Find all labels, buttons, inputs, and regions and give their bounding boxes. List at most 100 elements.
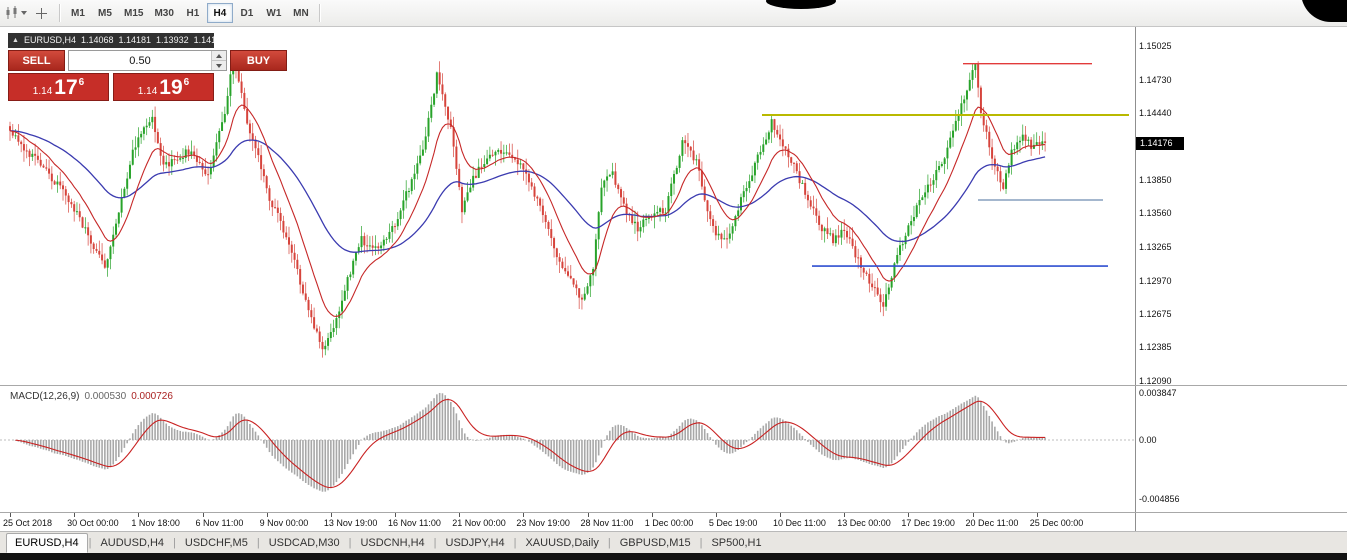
symbol-tab-usdchf-m5[interactable]: USDCHF,M5 — [184, 536, 248, 549]
timeframe-button-h1[interactable]: H1 — [180, 3, 206, 23]
symbol-tab-usdjpy-h4[interactable]: USDJPY,H4 — [445, 536, 505, 549]
time-axis-tick — [330, 513, 332, 517]
timeframe-button-w1[interactable]: W1 — [261, 3, 287, 23]
toolbar-separator — [59, 4, 60, 22]
price-axis-label: 1.12385 — [1139, 342, 1172, 353]
symbol-tab-audusd-h4[interactable]: AUDUSD,H4 — [100, 536, 165, 549]
quote-close: 1.14176 — [193, 35, 214, 45]
volume-stepper — [68, 50, 227, 71]
bid-price-prefix: 1.14 — [32, 86, 53, 97]
time-axis-label: 1 Nov 18:00 — [131, 518, 180, 528]
symbol-tab-sp500-h1[interactable]: SP500,H1 — [711, 536, 762, 549]
chart-tabs-list: EURUSD,H4 | AUDUSD,H4 | USDCHF,M5 | USDCAD,M30… — [6, 532, 770, 553]
quote-symbol: EURUSD,H4 — [23, 35, 76, 45]
bid-ask-row: 1.14 17 6 1.14 19 6 — [8, 73, 214, 101]
tab-separator: | — [348, 536, 352, 549]
macd-axis-label-top: 0.003847 — [1139, 388, 1177, 398]
bid-price-box[interactable]: 1.14 17 6 — [8, 73, 109, 101]
macd-indicator-chart[interactable] — [0, 386, 1135, 512]
timeframe-button-group: M1 M5 M15 M30 H1 H4 D1 W1 MN — [65, 3, 314, 23]
collapse-triangle-icon[interactable]: ▲ — [12, 37, 19, 44]
time-axis-tick — [459, 513, 461, 517]
time-axis-label: 21 Nov 00:00 — [452, 518, 506, 528]
time-axis-tick — [74, 513, 76, 517]
volume-input[interactable] — [69, 51, 211, 70]
tab-separator: | — [699, 536, 703, 549]
volume-up-button[interactable] — [212, 51, 226, 61]
ask-price-frac: 6 — [183, 77, 190, 88]
quote-header[interactable]: ▲ EURUSD,H4 1.14068 1.14181 1.13932 1.14… — [8, 33, 214, 48]
symbol-tab-xauusd-daily[interactable]: XAUUSD,Daily — [525, 536, 599, 549]
time-axis-tick — [972, 513, 974, 517]
dropdown-caret-icon — [21, 11, 27, 15]
time-axis-tick — [266, 513, 268, 517]
timeframe-button-mn[interactable]: MN — [288, 3, 314, 23]
time-axis-label: 25 Oct 2018 — [3, 518, 53, 528]
macd-label: MACD(12,26,9) 0.000530 0.000726 — [10, 391, 173, 402]
price-axis-label: 1.13850 — [1139, 175, 1172, 186]
macd-main-value: 0.000530 — [84, 391, 127, 402]
symbol-tab-usdcnh-h4[interactable]: USDCNH,H4 — [360, 536, 425, 549]
buy-button[interactable]: BUY — [230, 50, 287, 71]
time-axis-tick — [780, 513, 782, 517]
price-axis-separator — [1135, 27, 1136, 531]
tab-separator: | — [513, 536, 517, 549]
time-axis-tick — [908, 513, 910, 517]
time-axis-tick — [138, 513, 140, 517]
toolbar-separator — [318, 4, 320, 22]
pane-splitter[interactable] — [0, 385, 1347, 386]
ask-price-pips: 19 — [159, 76, 183, 99]
timeframe-button-m5[interactable]: M5 — [92, 3, 118, 23]
quote-high: 1.14181 — [118, 35, 152, 45]
price-axis-label: 1.12970 — [1139, 275, 1172, 286]
time-axis-tick — [1036, 513, 1038, 517]
price-axis-label: 1.14730 — [1139, 74, 1172, 85]
price-axis-label: 1.13560 — [1139, 208, 1172, 219]
timeframe-button-m30[interactable]: M30 — [149, 3, 178, 23]
time-axis-tick — [202, 513, 204, 517]
timeframe-button-m1[interactable]: M1 — [65, 3, 91, 23]
sell-button[interactable]: SELL — [8, 50, 65, 71]
screen-artifact-top-center — [766, 0, 836, 9]
ask-price-box[interactable]: 1.14 19 6 — [113, 73, 214, 101]
time-axis-label: 10 Dec 11:00 — [773, 518, 826, 528]
bid-price-pips: 17 — [54, 76, 78, 99]
time-axis-label: 5 Dec 19:00 — [708, 518, 758, 528]
arrow-down-icon — [216, 63, 222, 68]
time-axis-label: 13 Dec 00:00 — [837, 518, 891, 528]
order-buttons-row: SELL BUY — [8, 50, 287, 71]
timeframe-button-h4[interactable]: H4 — [206, 3, 233, 23]
price-axis-label: 1.15025 — [1139, 41, 1172, 51]
window-bottom-edge — [0, 553, 1347, 560]
price-chart[interactable] — [0, 27, 1135, 385]
volume-down-button[interactable] — [212, 61, 226, 70]
time-axis-label: 17 Dec 19:00 — [901, 518, 955, 528]
price-axis-label: 1.14440 — [1139, 107, 1172, 118]
timeframe-button-m15[interactable]: M15 — [119, 3, 148, 23]
bid-price-frac: 6 — [78, 77, 85, 88]
time-axis-label: 30 Oct 00:00 — [67, 518, 119, 528]
timeframe-button-d1[interactable]: D1 — [234, 3, 260, 23]
current-price-badge: 1.14176 — [1136, 136, 1184, 150]
macd-axis-label-zero: 0.00 — [1139, 435, 1157, 445]
chart-mode-icon[interactable] — [4, 2, 28, 24]
symbol-tab-eurusd-h4[interactable]: EURUSD,H4 — [6, 532, 88, 553]
time-axis-label: 28 Nov 11:00 — [580, 518, 634, 528]
symbol-tab-gbpusd-m15[interactable]: GBPUSD,M15 — [619, 536, 691, 549]
symbol-tab-usdcad-m30[interactable]: USDCAD,M30 — [268, 536, 340, 549]
time-axis-tick — [651, 513, 653, 517]
time-axis-tick — [587, 513, 589, 517]
chart-tabs-bar: EURUSD,H4 | AUDUSD,H4 | USDCHF,M5 | USDCAD,M30… — [0, 531, 1347, 553]
tab-separator: | — [173, 536, 176, 549]
ask-price-prefix: 1.14 — [137, 86, 158, 97]
price-axis-label: 1.12675 — [1139, 309, 1172, 320]
time-axis-tick — [395, 513, 397, 517]
macd-signal-value: 0.000726 — [131, 391, 173, 402]
one-click-trading-panel: ▲ EURUSD,H4 1.14068 1.14181 1.13932 1.14… — [8, 33, 287, 101]
price-axis-label: 1.13265 — [1139, 241, 1172, 252]
pane-splitter[interactable] — [0, 512, 1347, 513]
crosshair-icon — [35, 7, 47, 19]
time-axis-label: 20 Dec 11:00 — [965, 518, 1019, 528]
crosshair-tool-icon[interactable] — [29, 2, 53, 24]
